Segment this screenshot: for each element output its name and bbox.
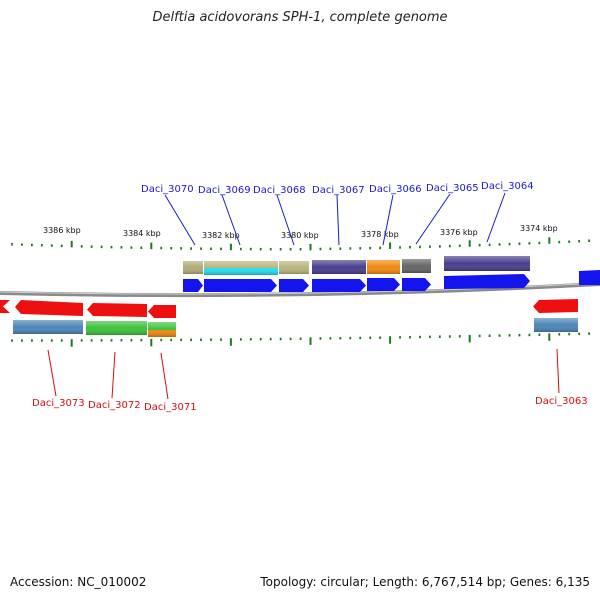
gene-label-daci-3064[interactable]: Daci_3064 xyxy=(481,181,534,192)
reverse-cds-arrow[interactable] xyxy=(15,300,83,316)
reverse-cds-arrow[interactable] xyxy=(0,300,10,313)
gene-label-daci-3072[interactable]: Daci_3072 xyxy=(88,400,141,411)
gene-label-daci-3069[interactable]: Daci_3069 xyxy=(198,185,251,196)
reverse-cds-track xyxy=(0,299,578,318)
kbp-label: 3374 kbp xyxy=(520,224,558,233)
cog-bar-shading-top xyxy=(183,256,530,275)
kbp-label: 3380 kbp xyxy=(281,231,319,240)
forward-cds-arrow[interactable] xyxy=(279,279,309,292)
kbp-label: 3384 kbp xyxy=(123,229,161,238)
reverse-cds-arrow[interactable] xyxy=(87,303,147,317)
scale-ticks-top xyxy=(11,237,590,251)
forward-cds-arrow[interactable] xyxy=(204,279,277,292)
forward-cds-arrow[interactable] xyxy=(444,274,530,289)
top-leader-lines xyxy=(164,192,506,246)
gene-label-daci-3066[interactable]: Daci_3066 xyxy=(369,184,422,195)
accession-text: Accession: NC_010002 xyxy=(10,575,147,589)
gene-label-daci-3071[interactable]: Daci_3071 xyxy=(144,402,197,413)
gene-label-daci-3073[interactable]: Daci_3073 xyxy=(32,398,85,409)
reverse-cds-arrow[interactable] xyxy=(148,305,176,318)
genome-title: Delftia acidovorans SPH-1, complete geno… xyxy=(152,10,448,25)
forward-cds-track xyxy=(183,270,600,292)
genome-summary-text: Topology: circular; Length: 6,767,514 bp… xyxy=(260,575,590,589)
forward-cds-arrow[interactable] xyxy=(183,279,203,292)
bottom-leader-lines xyxy=(47,348,560,400)
forward-cds-arrow[interactable] xyxy=(579,270,600,285)
kbp-label: 3386 kbp xyxy=(43,226,81,235)
kbp-label: 3382 kbp xyxy=(202,231,240,240)
gene-label-daci-3063[interactable]: Daci_3063 xyxy=(535,396,588,407)
cog-bar-shading-bottom xyxy=(13,318,578,337)
reverse-cds-arrow[interactable] xyxy=(533,299,578,313)
forward-cds-arrow[interactable] xyxy=(402,278,431,291)
kbp-label: 3378 kbp xyxy=(361,230,399,239)
gene-label-daci-3067[interactable]: Daci_3067 xyxy=(312,185,365,196)
gene-label-daci-3065[interactable]: Daci_3065 xyxy=(426,183,479,194)
gene-label-daci-3068[interactable]: Daci_3068 xyxy=(253,185,306,196)
scale-ticks-bottom xyxy=(11,332,590,347)
forward-cds-arrow[interactable] xyxy=(367,278,400,291)
forward-cds-arrow[interactable] xyxy=(312,279,366,292)
kbp-label: 3376 kbp xyxy=(440,228,478,237)
gene-label-daci-3070[interactable]: Daci_3070 xyxy=(141,184,194,195)
